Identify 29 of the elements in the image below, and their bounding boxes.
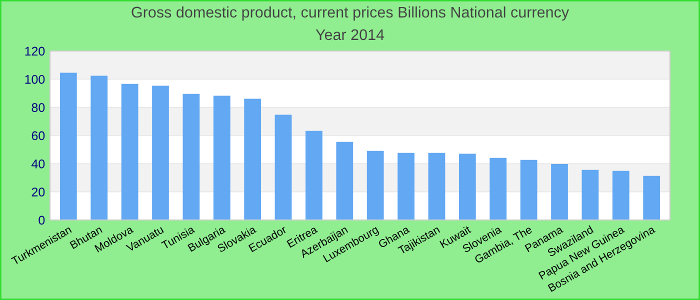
bar xyxy=(90,76,108,220)
bar xyxy=(152,86,169,220)
y-tick-label: 0 xyxy=(38,216,45,225)
bar xyxy=(336,142,354,220)
y-tick-label: 60 xyxy=(32,131,45,140)
bar xyxy=(306,130,322,220)
y-tick-label: 120 xyxy=(25,46,45,56)
bar xyxy=(274,114,292,220)
bar xyxy=(458,154,476,220)
y-tick-label: 20 xyxy=(32,188,45,196)
bar xyxy=(182,94,200,220)
bar xyxy=(213,96,230,220)
bar xyxy=(398,152,414,220)
bar xyxy=(520,160,538,220)
bar xyxy=(490,158,507,220)
bar xyxy=(551,164,568,220)
bar xyxy=(582,170,599,220)
bar xyxy=(366,150,384,220)
y-tick-label: 100 xyxy=(25,74,45,84)
y-tick-label: 80 xyxy=(32,103,45,112)
bar xyxy=(612,170,630,220)
bar xyxy=(428,152,446,220)
bar xyxy=(60,72,77,220)
y-tick-label: 40 xyxy=(32,159,45,168)
bar xyxy=(643,176,660,220)
bar xyxy=(244,98,262,220)
chart-subtitle: Year 2014 xyxy=(316,29,384,40)
chart-title: Gross domestic product, current prices Billions National currency xyxy=(132,6,570,21)
bar xyxy=(121,84,138,220)
